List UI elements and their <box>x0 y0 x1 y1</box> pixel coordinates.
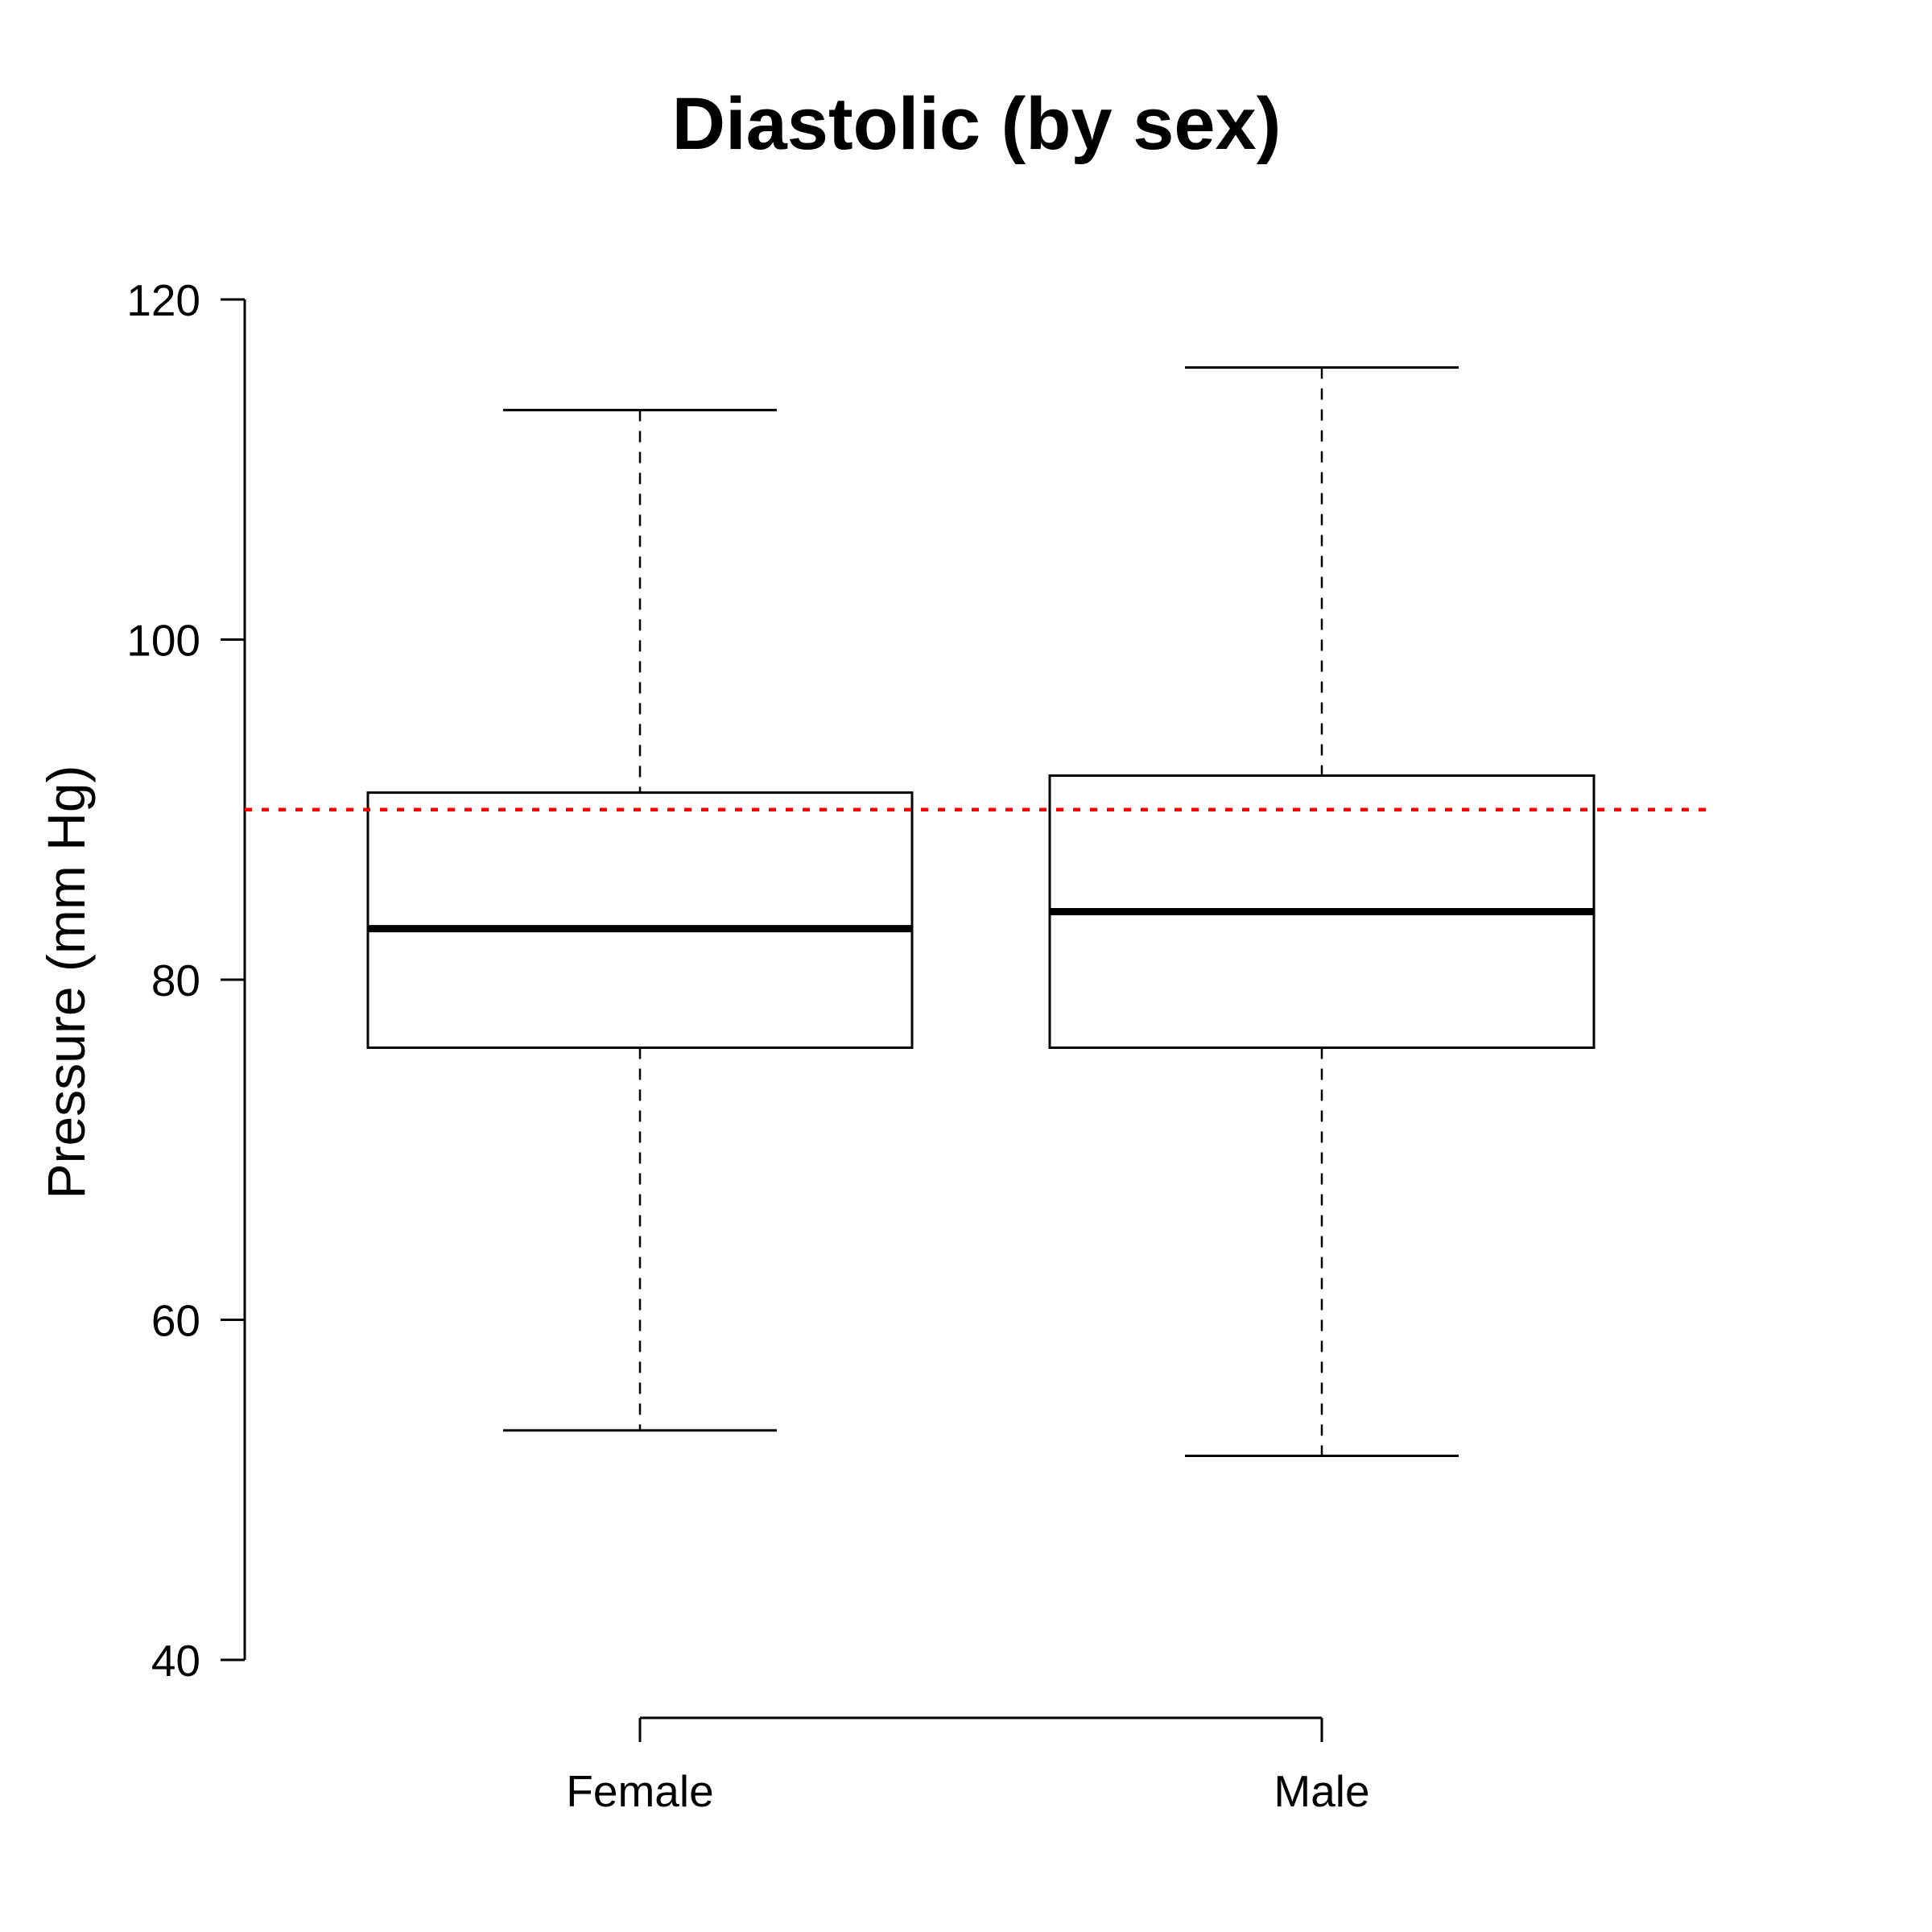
y-axis: 40 60 80 100 120 <box>126 275 246 1686</box>
chart-title: Diastolic (by sex) <box>672 83 1282 165</box>
x-axis: Female Male <box>566 1716 1370 1816</box>
x-tick-label-male: Male <box>1274 1766 1369 1816</box>
y-tick-label: 60 <box>151 1296 200 1346</box>
x-tick-label-female: Female <box>566 1766 713 1816</box>
box-group <box>366 366 1596 1457</box>
y-tick-label: 40 <box>151 1636 200 1686</box>
box-male <box>1048 366 1596 1457</box>
y-tick-label: 120 <box>126 275 200 325</box>
y-axis-label: Pressure (mm Hg) <box>36 765 96 1199</box>
iqr-box <box>366 791 914 1049</box>
y-tick-label: 80 <box>151 956 200 1005</box>
box-female <box>366 408 914 1432</box>
y-tick-label: 100 <box>126 616 200 666</box>
